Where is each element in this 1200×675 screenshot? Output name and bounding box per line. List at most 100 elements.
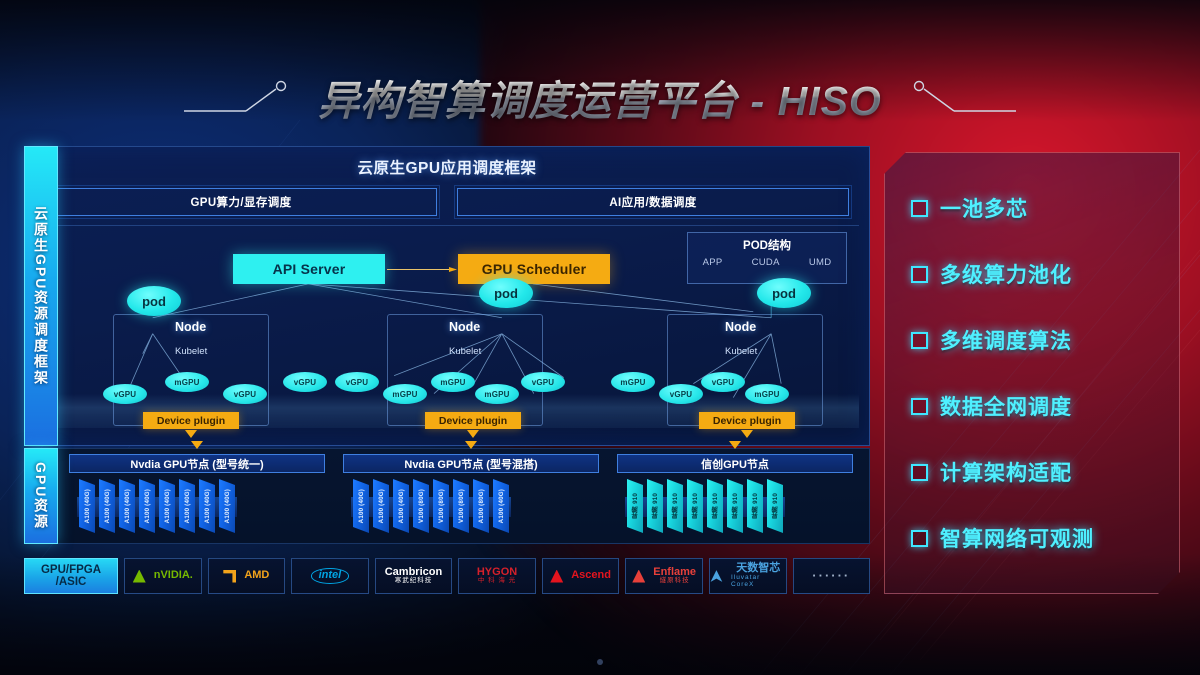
gpu-chip-2-3[interactable]: mGPU [475, 384, 519, 404]
vendor-cell-nvidia[interactable]: nVIDIA. [124, 558, 202, 594]
api-server-node[interactable]: API Server [233, 254, 385, 284]
gpu-scheduler-node[interactable]: GPU Scheduler [458, 254, 610, 284]
feature-label: 智算网络可观测 [940, 528, 1094, 551]
vendor-cell-enflame[interactable]: Enflame 燧原科技 [625, 558, 703, 594]
vendor-cell-ascend[interactable]: Ascend [541, 558, 620, 594]
device-plugin-1[interactable]: Device plugin [143, 412, 239, 429]
vendor-cell-amd[interactable]: AMD [207, 558, 286, 594]
pod-node-1[interactable]: pod [127, 286, 181, 316]
feature-item-5[interactable]: 计算架构适配 [911, 439, 1179, 505]
device-plugin-arrow-3 [741, 430, 753, 438]
device-plugin-arrow-1 [185, 430, 197, 438]
vendor-category-line2: /ASIC [55, 576, 87, 588]
gpu-chip-2-1[interactable]: mGPU [383, 384, 427, 404]
checkbox-icon[interactable] [911, 332, 928, 349]
checkbox-icon[interactable] [911, 530, 928, 547]
gpu-card-2-4[interactable]: V100 (80G) [413, 479, 429, 533]
kubelet-label-2: Kubelet [449, 346, 482, 357]
gpu-card-label: A100 (40G) [377, 488, 385, 524]
feature-item-3[interactable]: 多维调度算法 [911, 307, 1179, 373]
gpu-chip-2-0[interactable]: vGPU [335, 372, 379, 392]
feature-label: 多级算力池化 [940, 264, 1072, 287]
gpu-card-3-7[interactable]: 昇腾 910 [747, 479, 763, 533]
gpu-chip-1-2[interactable]: vGPU [223, 384, 267, 404]
gpu-card-label: A100 (80G) [477, 488, 485, 524]
gpu-card-1-2[interactable]: A100 (40G) [99, 479, 115, 533]
sidebar-tab-gpu-resources[interactable]: GPU资源 [24, 448, 58, 544]
pod-node-2[interactable]: pod [479, 278, 533, 308]
feature-label: 多维调度算法 [940, 330, 1072, 353]
gpu-card-1-8[interactable]: A100 (40G) [219, 479, 235, 533]
vendor-cell-cambricon[interactable]: Cambricon 寒武纪科技 [374, 558, 453, 594]
framework-bar-compute[interactable]: GPU算力/显存调度 [42, 185, 440, 219]
gpu-chip-3-1[interactable]: vGPU [659, 384, 703, 404]
gpu-chip-2-2[interactable]: mGPU [431, 372, 475, 392]
gpu-card-1-4[interactable]: A100 (40G) [139, 479, 155, 533]
checkbox-icon[interactable] [911, 200, 928, 217]
gpu-card-label: A100 (40G) [123, 488, 131, 524]
gpu-card-1-5[interactable]: A100 (40G) [159, 479, 175, 533]
gpu-card-2-5[interactable]: V100 (80G) [433, 479, 449, 533]
feature-label: 一池多芯 [940, 198, 1028, 221]
checkbox-icon[interactable] [911, 464, 928, 481]
gpu-chip-1-3[interactable]: vGPU [283, 372, 327, 392]
gpu-chip-1-1[interactable]: mGPU [165, 372, 209, 392]
pod-structure-item-umd: UMD [808, 257, 832, 268]
feature-item-4[interactable]: 数据全网调度 [911, 373, 1179, 439]
gpu-card-3-5[interactable]: 昇腾 910 [707, 479, 723, 533]
checkbox-icon[interactable] [911, 398, 928, 415]
device-plugin-3[interactable]: Device plugin [699, 412, 795, 429]
device-plugin-2[interactable]: Device plugin [425, 412, 521, 429]
gpu-card-3-8[interactable]: 昇腾 910 [767, 479, 783, 533]
vendor-cell-intel[interactable]: intel [291, 558, 369, 594]
gpu-card-2-2[interactable]: A100 (40G) [373, 479, 389, 533]
framework-bar-ai-data[interactable]: AI应用/数据调度 [454, 185, 852, 219]
feature-item-6[interactable]: 智算网络可观测 [911, 505, 1179, 571]
gpu-node-label-2[interactable]: Nvdia GPU节点 (型号混搭) [343, 454, 599, 473]
vendor-cell-iluvatar[interactable]: 天数智芯 Iluvatar CoreX [708, 558, 787, 594]
title-bar: 异构智算调度运营平台 - HISO [0, 66, 1200, 128]
gpu-node-label-1[interactable]: Nvdia GPU节点 (型号统一) [69, 454, 325, 473]
title-left-decoration [184, 77, 304, 117]
gpu-card-1-3[interactable]: A100 (40G) [119, 479, 135, 533]
vendor-name: nVIDIA. [153, 569, 193, 582]
gpu-card-2-1[interactable]: A100 (40G) [353, 479, 369, 533]
gpu-card-1-1[interactable]: A100 (40G) [79, 479, 95, 533]
gpu-card-3-6[interactable]: 昇腾 910 [727, 479, 743, 533]
sidebar-tab-cloud-native-framework[interactable]: 云原生GPU资源调度框架 [24, 146, 58, 446]
vendor-name: ······ [812, 568, 851, 584]
gpu-node-label-3[interactable]: 信创GPU节点 [617, 454, 853, 473]
gpu-card-1-6[interactable]: A100 (40G) [179, 479, 195, 533]
gpu-card-3-1[interactable]: 昇腾 910 [627, 479, 643, 533]
gpu-chip-1-0[interactable]: vGPU [103, 384, 147, 404]
vendor-name: Ascend [571, 569, 611, 582]
gpu-chip-3-0[interactable]: mGPU [611, 372, 655, 392]
gpu-chip-2-4[interactable]: vGPU [521, 372, 565, 392]
pod-structure-card: POD结构 APP CUDA UMD [687, 232, 847, 284]
gpu-card-2-3[interactable]: A100 (40G) [393, 479, 409, 533]
framework-heading: 云原生GPU应用调度框架 [357, 160, 537, 177]
feature-item-1[interactable]: 一池多芯 [911, 175, 1179, 241]
gpu-card-2-6[interactable]: V100 (80G) [453, 479, 469, 533]
gpu-chip-3-2[interactable]: vGPU [701, 372, 745, 392]
gpu-card-3-2[interactable]: 昇腾 910 [647, 479, 663, 533]
gpu-card-2-8[interactable]: A100 (40G) [493, 479, 509, 533]
framework-diagram: POD结构 APP CUDA UMD API Server GPU Schedu… [35, 225, 859, 438]
vendor-name: AMD [244, 569, 270, 582]
gpu-card-1-7[interactable]: A100 (40G) [199, 479, 215, 533]
gpu-card-label: 昇腾 910 [771, 493, 779, 519]
checkbox-icon[interactable] [911, 266, 928, 283]
title-right-decoration [896, 77, 1016, 117]
vendor-name: 天数智芯 [736, 562, 781, 575]
vendor-category-gpu-fpga-asic: GPU/FPGA /ASIC [24, 558, 118, 594]
gpu-card-2-7[interactable]: A100 (80G) [473, 479, 489, 533]
pod-node-3[interactable]: pod [757, 278, 811, 308]
vendor-cell-more[interactable]: ······ [792, 558, 871, 594]
gpu-card-label: 昇腾 910 [731, 493, 739, 519]
gpu-card-3-4[interactable]: 昇腾 910 [687, 479, 703, 533]
gpu-chip-3-3[interactable]: mGPU [745, 384, 789, 404]
vendor-cell-hygon[interactable]: HYGON 中 科 海 光 [458, 558, 536, 594]
gpu-card-label: A100 (40G) [83, 488, 91, 524]
feature-item-2[interactable]: 多级算力池化 [911, 241, 1179, 307]
gpu-card-3-3[interactable]: 昇腾 910 [667, 479, 683, 533]
